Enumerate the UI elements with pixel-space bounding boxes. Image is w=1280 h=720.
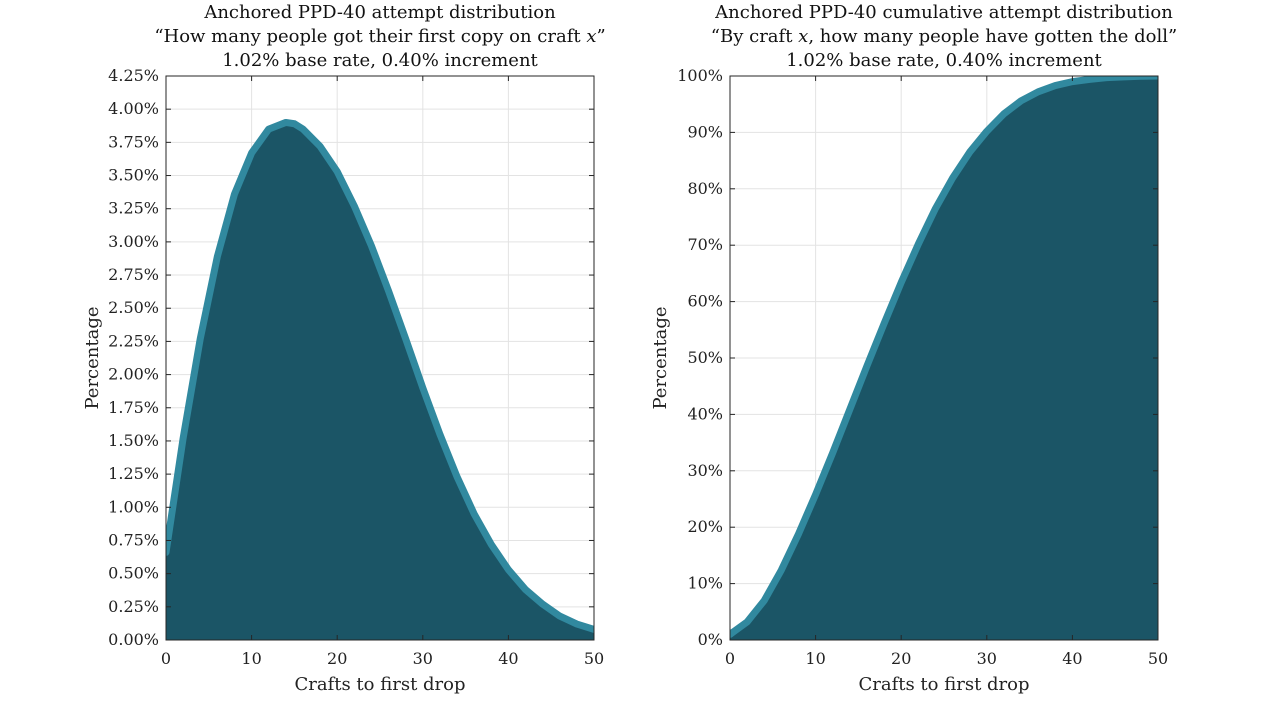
series-area <box>166 122 594 640</box>
y-tick-label: 100% <box>677 66 723 85</box>
chart-title-line: 1.02% base rate, 0.40% increment <box>786 50 1102 71</box>
x-tick-label: 50 <box>1148 649 1168 668</box>
x-tick-label: 30 <box>977 649 997 668</box>
y-tick-label: 0.50% <box>108 564 159 583</box>
y-tick-label: 2.25% <box>108 331 159 350</box>
y-tick-label: 1.50% <box>108 431 159 450</box>
chart-panel-1: Anchored PPD-40 attempt distribution “How… <box>82 2 606 695</box>
y-tick-label: 1.00% <box>108 497 159 516</box>
chart-title-line: 1.02% base rate, 0.40% increment <box>222 50 538 71</box>
y-tick-label: 0.25% <box>108 597 159 616</box>
x-tick-label: 10 <box>241 649 261 668</box>
chart-title-line: Anchored PPD-40 attempt distribution <box>203 2 556 23</box>
x-tick-label: 0 <box>725 649 735 668</box>
series-area <box>730 76 1158 640</box>
series-line <box>166 118 594 633</box>
y-axis-label: Percentage <box>650 306 671 409</box>
x-tick-label: 0 <box>161 649 171 668</box>
y-tick-label: 40% <box>687 404 723 423</box>
y-tick-label: 30% <box>687 461 723 480</box>
y-tick-label: 0.75% <box>108 530 159 549</box>
chart-panel-2: Anchored PPD-40 cumulative attempt distr… <box>650 2 1177 695</box>
y-tick-label: 60% <box>687 292 723 311</box>
x-axis-label: Crafts to first drop <box>294 674 465 695</box>
y-tick-label: 3.75% <box>108 132 159 151</box>
x-axis-label: Crafts to first drop <box>858 674 1029 695</box>
y-tick-label: 2.00% <box>108 365 159 384</box>
y-tick-label: 3.50% <box>108 166 159 185</box>
x-tick-label: 20 <box>891 649 911 668</box>
y-tick-label: 0.00% <box>108 630 159 649</box>
y-axis-label: Percentage <box>82 306 103 409</box>
x-tick-label: 40 <box>1062 649 1082 668</box>
axes-frame <box>165 75 595 641</box>
series-line <box>730 76 1158 638</box>
y-tick-label: 2.75% <box>108 265 159 284</box>
x-tick-label: 10 <box>805 649 825 668</box>
y-tick-label: 3.25% <box>108 199 159 218</box>
y-tick-label: 4.00% <box>108 99 159 118</box>
y-tick-label: 70% <box>687 235 723 254</box>
y-tick-label: 0% <box>698 630 723 649</box>
chart-title-line: Anchored PPD-40 cumulative attempt distr… <box>714 2 1173 23</box>
y-tick-label: 10% <box>687 574 723 593</box>
y-tick-label: 3.00% <box>108 232 159 251</box>
chart-title-line: “How many people got their first copy on… <box>154 26 605 47</box>
x-tick-label: 20 <box>327 649 347 668</box>
y-tick-label: 90% <box>687 122 723 141</box>
y-tick-label: 1.75% <box>108 398 159 417</box>
y-tick-label: 2.50% <box>108 298 159 317</box>
y-tick-label: 80% <box>687 179 723 198</box>
x-tick-label: 40 <box>498 649 518 668</box>
y-tick-label: 1.25% <box>108 464 159 483</box>
y-tick-label: 50% <box>687 348 723 367</box>
chart-title-line: “By craft x, how many people have gotten… <box>711 26 1177 47</box>
y-tick-label: 20% <box>687 517 723 536</box>
x-tick-label: 30 <box>413 649 433 668</box>
x-tick-label: 50 <box>584 649 604 668</box>
y-tick-label: 4.25% <box>108 66 159 85</box>
